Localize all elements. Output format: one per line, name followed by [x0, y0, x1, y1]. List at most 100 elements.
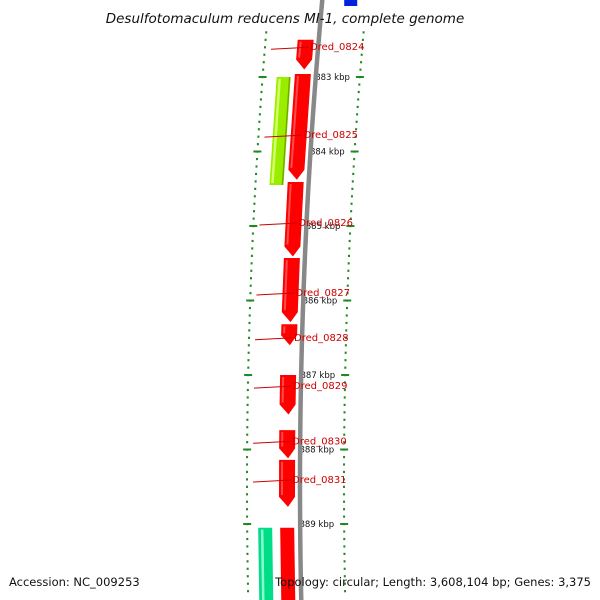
gene-label: Dred_0828 [294, 333, 349, 344]
tick-label: 888 kbp [299, 446, 334, 456]
gene-label: Dred_0827 [295, 288, 350, 299]
outer-dot [246, 470, 249, 474]
tick-label: 886 kbp [303, 297, 338, 307]
red-feature [280, 527, 296, 600]
tick-label: 887 kbp [301, 371, 336, 381]
gene-arrow [288, 74, 311, 180]
inner-dot [343, 545, 346, 548]
outer-dot [251, 239, 254, 243]
inner-dot [343, 530, 346, 533]
inner-dot [344, 359, 347, 362]
outer-dot [250, 254, 253, 257]
inner-dot [343, 455, 346, 459]
inner-dot [346, 284, 349, 287]
inner-dot [348, 247, 351, 250]
inner-dot [343, 403, 346, 406]
outer-dot [246, 552, 249, 555]
outer-dot [246, 485, 249, 488]
inner-dot [343, 575, 346, 578]
gene-highlight [281, 376, 285, 403]
gene-label-leader [252, 479, 292, 483]
outer-dot [263, 46, 266, 49]
outer-dot [249, 292, 252, 295]
gene-highlight [298, 41, 302, 58]
outer-dot [251, 247, 254, 250]
inner-dot [350, 195, 353, 198]
inner-dot [343, 470, 346, 474]
inner-dot [347, 277, 350, 280]
outer-dot [253, 202, 256, 205]
outer-dot [246, 403, 249, 406]
inner-dot [343, 515, 346, 518]
inner-dot [345, 314, 348, 317]
outer-dot [264, 38, 267, 41]
outer-dot [246, 396, 249, 399]
gene-labels: Dred_0824 Dred_0825 Dred_0826 Dred_0827 Dred… [252, 42, 365, 486]
outer-dot [247, 344, 250, 347]
outer-dot [246, 493, 249, 496]
outer-dot [246, 508, 249, 511]
gene-label: Dred_0824 [310, 42, 365, 53]
inner-dot [351, 180, 354, 183]
inner-dot [350, 210, 353, 213]
tick-label: 884 kbp [310, 148, 345, 158]
inner-dot [360, 61, 363, 64]
gene-label-leader [253, 385, 292, 389]
outer-dot [247, 590, 250, 593]
outer-dot [255, 157, 258, 161]
outer-dot [265, 31, 268, 34]
inner-dot [352, 172, 355, 176]
accession-text: Accession: NC_009253 [9, 575, 140, 589]
inner-dot [343, 500, 346, 503]
outer-dot [254, 187, 257, 190]
outer-dot [259, 105, 262, 108]
tick-label: 889 kbp [300, 520, 335, 530]
inner-dot [344, 344, 347, 347]
top-feature-block [344, 0, 358, 6]
inner-dot [349, 232, 352, 235]
outer-dot [258, 113, 261, 116]
inner-dot [344, 366, 347, 369]
inner-dot [361, 46, 364, 49]
outer-dot [252, 217, 255, 220]
outer-dot [261, 83, 264, 86]
outer-dot [253, 210, 256, 213]
inner-dot [343, 411, 346, 414]
green-feature-highlight [271, 78, 281, 184]
outer-dot [246, 381, 249, 384]
outer-dot [246, 426, 249, 429]
outer-dot [246, 530, 249, 533]
inner-dot [352, 165, 355, 168]
outer-dot [246, 582, 249, 585]
green-feature-shade [281, 76, 291, 186]
gene-highlight [286, 183, 292, 245]
inner-dot [355, 120, 358, 123]
inner-dot [343, 478, 346, 481]
inner-dot [349, 217, 352, 220]
tick-label: 883 kbp [315, 73, 350, 83]
inner-dot [343, 582, 346, 585]
inner-dot [350, 202, 353, 205]
outer-dot [247, 366, 250, 369]
gene-label-leader [259, 222, 298, 226]
kbp-ticks: 883 kbp 884 kbp 885 kbp 886 kbp 887 kbp 888 k… [243, 73, 364, 530]
genome-summary-text: Topology: circular; Length: 3,608,104 bp… [274, 575, 591, 589]
outer-dot [246, 515, 249, 518]
inner-dot [347, 269, 350, 272]
gene-label: Dred_0831 [292, 475, 347, 486]
outer-dot [250, 262, 253, 265]
outer-dot [260, 90, 263, 94]
inner-dot [343, 426, 346, 429]
outer-dot [246, 418, 249, 421]
inner-dot [345, 306, 348, 310]
outer-dot [263, 53, 266, 56]
outer-dot [246, 433, 249, 436]
gene-label: Dred_0825 [303, 130, 358, 141]
inner-dot [358, 83, 361, 86]
inner-dot [343, 493, 346, 496]
outer-dot [255, 165, 258, 168]
inner-dot [344, 351, 347, 354]
inner-dot [355, 128, 358, 131]
inner-dot [343, 485, 346, 488]
